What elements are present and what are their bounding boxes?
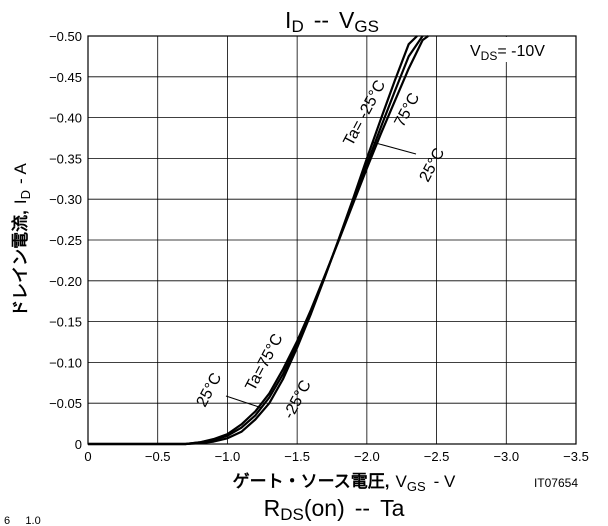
curve-annotations: Ta= -25°C 75°C 25°C 25°C Ta=75°C -25°C bbox=[194, 78, 449, 422]
x-tick-labels: 0 −0.5 −1.0 −1.5 −2.0 −2.5 −3.0 −3.5 bbox=[84, 449, 588, 464]
x-tick-label: −0.5 bbox=[145, 449, 171, 464]
x-tick-label: −2.0 bbox=[354, 449, 380, 464]
y-tick-label: −0.25 bbox=[49, 233, 82, 248]
annotation-leader-top bbox=[371, 141, 417, 155]
series-line-3 bbox=[88, 35, 424, 446]
y-tick-label: −0.05 bbox=[49, 396, 82, 411]
y-tick-label: −0.40 bbox=[49, 111, 82, 126]
series-group bbox=[88, 35, 429, 446]
x-tick-label: −3.5 bbox=[563, 449, 589, 464]
x-tick-label: −2.5 bbox=[424, 449, 450, 464]
figure-code: IT07654 bbox=[534, 476, 578, 490]
y-tick-label: −0.15 bbox=[49, 315, 82, 330]
annotation-minus25c-bottom: -25°C bbox=[281, 378, 315, 422]
y-tick-label: −0.10 bbox=[49, 355, 82, 370]
annotation-25c-top: 25°C bbox=[417, 145, 449, 185]
series-line-1 bbox=[88, 35, 418, 446]
y-tick-labels: −0.50 −0.45 −0.40 −0.35 −0.30 −0.25 −0.20 −0.15… bbox=[49, 29, 82, 452]
annotation-leader-bottom bbox=[225, 395, 263, 409]
x-tick-label: −1.0 bbox=[215, 449, 241, 464]
condition-box bbox=[462, 37, 575, 62]
y-tick-label: −0.30 bbox=[49, 192, 82, 207]
y-tick-label: −0.45 bbox=[49, 70, 82, 85]
chart-title: ID -- VGS bbox=[285, 7, 379, 36]
annotation-25c-bottom: 25°C bbox=[194, 370, 226, 410]
grid bbox=[88, 36, 576, 444]
y-tick-label: 0 bbox=[75, 437, 82, 452]
y-tick-label: −0.50 bbox=[49, 29, 82, 44]
x-tick-label: −1.5 bbox=[284, 449, 310, 464]
x-tick-label: 0 bbox=[84, 449, 91, 464]
y-tick-label: −0.35 bbox=[49, 151, 82, 166]
next-chart-title: RDS(on) -- Ta bbox=[264, 495, 405, 524]
next-chart-fragment: 6 1.0 bbox=[4, 515, 41, 526]
x-tick-label: −3.0 bbox=[493, 449, 519, 464]
condition-label: VDS= -10V bbox=[470, 43, 545, 63]
y-tick-label: −0.20 bbox=[49, 274, 82, 289]
y-axis-label: ドレイン電流,ID- A bbox=[10, 163, 33, 317]
plot-area: 0 −0.5 −1.0 −1.5 −2.0 −2.5 −3.0 −3.5 −0.50 −0.45… bbox=[49, 29, 589, 464]
x-axis-label: ゲート・ソース電圧, VGS - V bbox=[233, 471, 456, 494]
